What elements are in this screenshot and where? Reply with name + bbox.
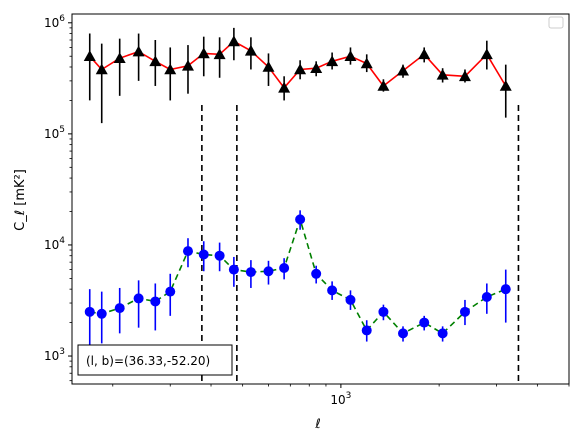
data-point-circle — [198, 249, 209, 260]
y-axis-title: C_ℓ [mK²] — [13, 169, 28, 231]
y-tick-label: 106 — [44, 14, 65, 30]
data-point-triangle — [458, 70, 471, 82]
data-point-circle — [481, 291, 492, 302]
data-point-triangle — [326, 55, 339, 67]
data-point-triangle — [227, 35, 240, 47]
data-point-triangle — [499, 79, 512, 91]
data-point-triangle — [181, 59, 194, 71]
data-point-triangle — [95, 63, 108, 75]
data-point-triangle — [132, 45, 145, 57]
data-point-triangle — [344, 50, 357, 62]
data-point-circle — [263, 266, 274, 277]
y-tick-label: 105 — [44, 125, 65, 141]
annotation-text: (l, b)=(36.33,-52.20) — [86, 354, 210, 368]
data-point-triangle — [197, 47, 210, 59]
data-point-triangle — [360, 57, 373, 69]
data-point-circle — [419, 317, 430, 328]
data-point-circle — [114, 303, 125, 314]
data-point-triangle — [310, 62, 323, 74]
data-point-circle — [245, 267, 256, 278]
x-axis-title: ℓ — [314, 417, 320, 432]
data-point-circle — [459, 306, 470, 317]
data-point-triangle — [278, 81, 291, 93]
legend-box — [548, 16, 564, 29]
plot-frame — [71, 13, 570, 385]
data-point-circle — [500, 284, 511, 295]
vertical-dashed-lines — [201, 105, 520, 384]
x-tick-label: 103 — [330, 391, 351, 407]
data-point-circle — [182, 246, 193, 257]
data-point-triangle — [213, 48, 226, 60]
data-series — [83, 27, 512, 348]
data-point-triangle — [83, 50, 96, 62]
series-2 — [84, 210, 511, 348]
data-point-circle — [165, 286, 176, 297]
data-point-triangle — [164, 63, 177, 75]
data-point-triangle — [377, 79, 390, 91]
annotation: (l, b)=(36.33,-52.20) — [77, 344, 233, 376]
data-point-circle — [150, 296, 161, 307]
data-point-circle — [361, 325, 372, 336]
annotation-box — [77, 344, 233, 376]
data-point-circle — [398, 328, 409, 339]
y-tick-label: 104 — [44, 236, 65, 252]
series-1 — [83, 27, 512, 124]
data-point-triangle — [436, 68, 449, 80]
data-point-circle — [378, 306, 389, 317]
data-point-circle — [311, 268, 322, 279]
data-point-triangle — [113, 52, 126, 64]
data-point-circle — [437, 328, 448, 339]
data-point-circle — [279, 263, 290, 274]
data-point-triangle — [480, 48, 493, 60]
data-point-circle — [345, 294, 356, 305]
plot-background — [72, 14, 569, 384]
y-tick-label: 103 — [44, 347, 65, 363]
data-point-circle — [327, 285, 338, 296]
data-point-triangle — [294, 63, 307, 75]
data-point-triangle — [397, 64, 410, 76]
data-point-circle — [228, 264, 239, 275]
data-point-circle — [96, 308, 107, 319]
data-point-circle — [295, 214, 306, 225]
data-point-triangle — [262, 60, 275, 72]
data-point-circle — [133, 293, 144, 304]
axis-ticks: 103 103 104 105 106 — [44, 14, 570, 407]
data-point-triangle — [244, 44, 257, 56]
data-point-triangle — [418, 48, 431, 60]
data-point-circle — [214, 250, 225, 261]
data-point-circle — [84, 306, 95, 317]
data-point-triangle — [149, 55, 162, 67]
